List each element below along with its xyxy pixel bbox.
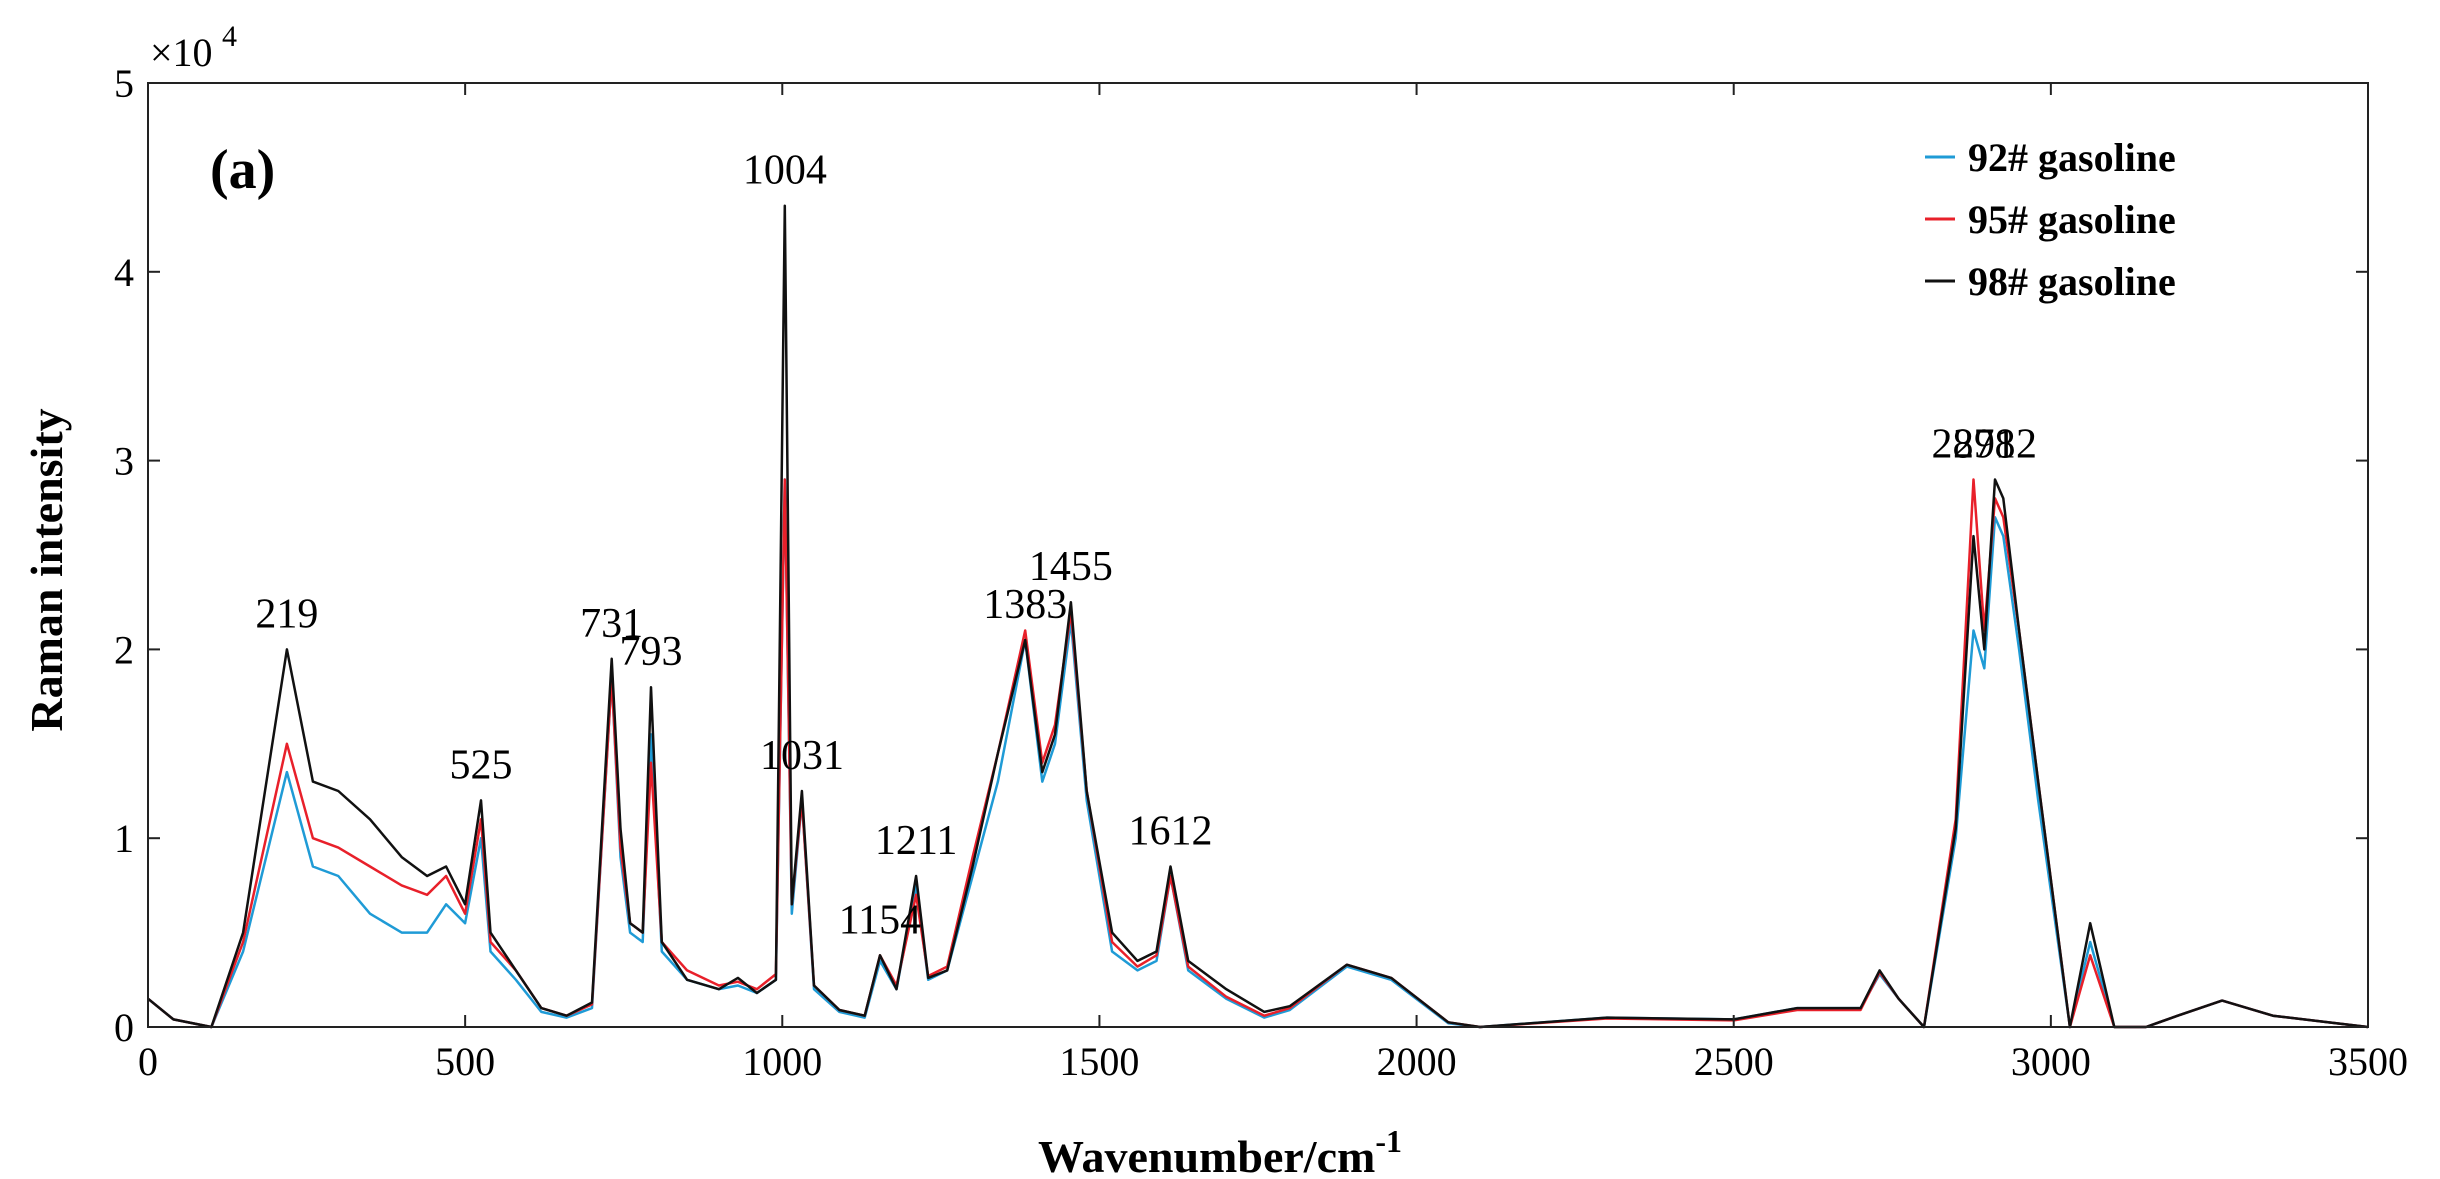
y-tick-label: 5 bbox=[114, 61, 134, 106]
peak-label-1211: 1211 bbox=[875, 818, 957, 864]
x-tick-label: 500 bbox=[435, 1039, 495, 1084]
peak-label-525: 525 bbox=[450, 742, 513, 788]
y-axis-label: Raman intensity bbox=[21, 408, 72, 731]
x-axis-label-superscript: -1 bbox=[1375, 1123, 1402, 1159]
y-multiplier-exponent: 4 bbox=[222, 20, 237, 53]
peak-label-731: 731 bbox=[580, 601, 643, 647]
peak-label-219: 219 bbox=[255, 591, 318, 637]
x-tick-label: 1000 bbox=[742, 1039, 822, 1084]
x-tick-label: 3500 bbox=[2328, 1039, 2408, 1084]
peak-label-1612: 1612 bbox=[1128, 809, 1212, 855]
x-axis-label-text: Wavenumber/cm-1 bbox=[1038, 1123, 1402, 1179]
legend: 92# gasoline 95# gasoline 98# gasoline bbox=[1925, 135, 2176, 304]
legend-label-92: 92# gasoline bbox=[1968, 135, 2176, 180]
x-axis-label: Wavenumber/cm-1 bbox=[1038, 1123, 1402, 1179]
y-tick-label: 1 bbox=[114, 816, 134, 861]
y-multiplier: ×10 4 bbox=[150, 20, 237, 75]
tick-layer: 0 500 1000 1500 2000 2500 3000 3500 0 1 2 3 4 5 bbox=[114, 61, 2408, 1084]
y-multiplier-base: ×10 bbox=[150, 30, 213, 75]
peak-label-793: 793 bbox=[619, 629, 682, 675]
y-tick-label: 0 bbox=[114, 1005, 134, 1050]
legend-label-98: 98# gasoline bbox=[1968, 259, 2176, 304]
legend-label-95: 95# gasoline bbox=[1968, 197, 2176, 242]
plot-frame bbox=[147, 82, 2369, 1028]
x-tick-label: 2000 bbox=[1377, 1039, 1457, 1084]
series-line-0 bbox=[147, 478, 2369, 1029]
y-tick-label: 2 bbox=[114, 627, 134, 672]
peak-label-1383: 1383 bbox=[983, 582, 1067, 628]
peak-label-2878: 2878 bbox=[1931, 421, 2015, 467]
x-tick-label: 3000 bbox=[2011, 1039, 2091, 1084]
y-tick-label: 4 bbox=[114, 250, 134, 295]
y-tick-label: 3 bbox=[114, 439, 134, 484]
peak-label-1004: 1004 bbox=[743, 148, 827, 194]
x-tick-label: 1500 bbox=[1059, 1039, 1139, 1084]
x-tick-label: 2500 bbox=[1694, 1039, 1774, 1084]
peak-label-1455: 1455 bbox=[1029, 544, 1113, 590]
panel-label: (a) bbox=[210, 139, 275, 201]
series-line-2 bbox=[147, 204, 2369, 1029]
series-layer bbox=[147, 204, 2369, 1029]
peak-label-2912: 2912 bbox=[1953, 421, 2037, 467]
peak-label-1154: 1154 bbox=[839, 897, 921, 943]
x-axis-label-main: Wavenumber/cm bbox=[1038, 1131, 1375, 1179]
x-tick-label: 0 bbox=[138, 1039, 158, 1084]
peak-label-1031: 1031 bbox=[760, 733, 844, 779]
